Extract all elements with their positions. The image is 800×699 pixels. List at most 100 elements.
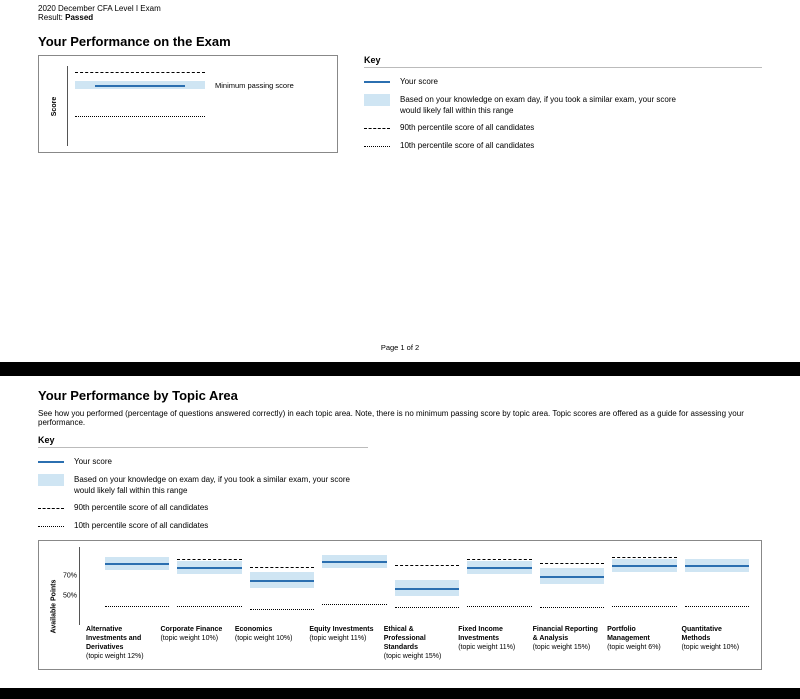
topic-label: Financial Reporting & Analysis(topic wei…	[530, 625, 604, 665]
overall-score-wrap	[75, 80, 329, 92]
topic-column	[463, 547, 535, 625]
topic-column	[246, 547, 318, 625]
topic-score-line	[322, 561, 386, 563]
topic-weight: (topic weight 12%)	[86, 652, 154, 661]
y-axis-line	[67, 66, 68, 146]
key2-text-p90: 90th percentile score of all candidates	[74, 502, 208, 513]
topic-column	[173, 547, 245, 625]
section2-key-title: Key	[38, 435, 762, 445]
topic-p90-line	[177, 559, 241, 560]
topic-p90-line	[395, 565, 459, 566]
key2-icon-score	[38, 456, 66, 468]
topic-label: Economics(topic weight 10%)	[232, 625, 306, 665]
topic-label: Corporate Finance(topic weight 10%)	[157, 625, 231, 665]
topic-column	[318, 547, 390, 625]
key2-row-p10: 10th percentile score of all candidates	[38, 520, 438, 532]
topic-p10-line	[177, 606, 241, 607]
topic-name: Financial Reporting & Analysis	[533, 625, 601, 643]
key2-text-score: Your score	[74, 456, 112, 467]
key-icon-band	[364, 94, 392, 106]
topic-name: Portfolio Management	[607, 625, 675, 643]
topic-p90-line	[250, 567, 314, 568]
topic-p10-line	[685, 606, 749, 607]
topic-p10-line	[105, 606, 169, 607]
topic-p90-line	[540, 563, 604, 564]
tc-y-label-wrap: Available Points	[47, 547, 61, 665]
section2-key-rule	[38, 447, 368, 448]
result-line: Result: Passed	[38, 13, 762, 22]
key-row-p10: 10th percentile score of all candidates	[364, 140, 762, 152]
topic-column	[101, 547, 173, 625]
topic-score-line	[177, 567, 241, 569]
key-text-p10: 10th percentile score of all candidates	[400, 140, 534, 151]
key-rule	[364, 67, 762, 68]
key2-row-band: Based on your knowledge on exam day, if …	[38, 474, 438, 496]
key-icon-score	[364, 76, 392, 88]
result-label: Result:	[38, 13, 63, 22]
topic-label: Alternative Investments and Derivatives(…	[83, 625, 157, 665]
topic-name: Ethical & Professional Standards	[384, 625, 452, 652]
y-axis-label-wrap: Score	[49, 66, 61, 146]
overall-chart: Score Minimum passing score	[38, 55, 338, 153]
key2-text-p10: 10th percentile score of all candidates	[74, 520, 208, 531]
topic-p90-line	[612, 557, 676, 558]
topic-score-line	[467, 567, 531, 569]
topic-p10-line	[540, 607, 604, 608]
topic-weight: (topic weight 10%)	[682, 643, 750, 652]
topic-score-line	[540, 576, 604, 578]
key-title: Key	[364, 55, 762, 65]
tc-y-label: Available Points	[51, 579, 58, 633]
topic-score-line	[612, 565, 676, 567]
key2-icon-p90	[38, 502, 66, 514]
topic-label: Ethical & Professional Standards(topic w…	[381, 625, 455, 665]
topic-weight: (topic weight 6%)	[607, 643, 675, 652]
topic-p10-line	[322, 604, 386, 605]
topic-name: Equity Investments	[309, 625, 377, 634]
key-text-score: Your score	[400, 76, 438, 87]
topic-label: Quantitative Methods(topic weight 10%)	[679, 625, 753, 665]
key2-row-score: Your score	[38, 456, 438, 468]
topic-name: Economics	[235, 625, 303, 634]
topic-weight: (topic weight 11%)	[458, 643, 526, 652]
topic-label: Fixed Income Investments(topic weight 11…	[455, 625, 529, 665]
topic-p90-line	[467, 559, 531, 560]
page-indicator: Page 1 of 2	[0, 343, 800, 352]
key-text-band: Based on your knowledge on exam day, if …	[400, 94, 680, 116]
key2-icon-p10	[38, 520, 66, 532]
topic-score-line	[685, 565, 749, 567]
score-line	[95, 85, 185, 87]
tc-plot: 70%50%	[79, 547, 753, 625]
key2-icon-band	[38, 474, 66, 486]
key-icon-p90	[364, 122, 392, 134]
exam-title: 2020 December CFA Level I Exam	[38, 4, 762, 13]
key-row-p90: 90th percentile score of all candidates	[364, 122, 762, 134]
section2-key: Your score Based on your knowledge on ex…	[38, 456, 438, 532]
key2-text-band: Based on your knowledge on exam day, if …	[74, 474, 354, 496]
topic-column	[608, 547, 680, 625]
tc-columns	[101, 547, 753, 625]
topic-score-line	[105, 563, 169, 565]
topic-label: Portfolio Management(topic weight 6%)	[604, 625, 678, 665]
tc-body: 70%50% Alternative Investments and Deriv…	[61, 547, 753, 665]
section1-key: Key Your score Based on your knowledge o…	[364, 55, 762, 158]
tc-tick: 50%	[59, 592, 77, 599]
tc-labels: Alternative Investments and Derivatives(…	[83, 625, 753, 665]
topic-name: Quantitative Methods	[682, 625, 750, 643]
topic-name: Alternative Investments and Derivatives	[86, 625, 154, 652]
section2-title: Your Performance by Topic Area	[38, 388, 762, 403]
topic-label: Equity Investments(topic weight 11%)	[306, 625, 380, 665]
key-text-p90: 90th percentile score of all candidates	[400, 122, 534, 133]
section1-title: Your Performance on the Exam	[38, 34, 762, 49]
topic-weight: (topic weight 10%)	[235, 634, 303, 643]
section2-subtitle: See how you performed (percentage of que…	[38, 409, 762, 427]
page-1: 2020 December CFA Level I Exam Result: P…	[0, 0, 800, 362]
dash-90-icon	[75, 72, 205, 73]
overall-p10-line	[75, 110, 329, 122]
topic-score-line	[395, 588, 459, 590]
topic-name: Corporate Finance	[160, 625, 228, 634]
dot-10-icon	[75, 116, 205, 117]
topic-score-line	[250, 580, 314, 582]
topic-column	[681, 547, 753, 625]
key-icon-p10	[364, 140, 392, 152]
topic-p10-line	[612, 606, 676, 607]
